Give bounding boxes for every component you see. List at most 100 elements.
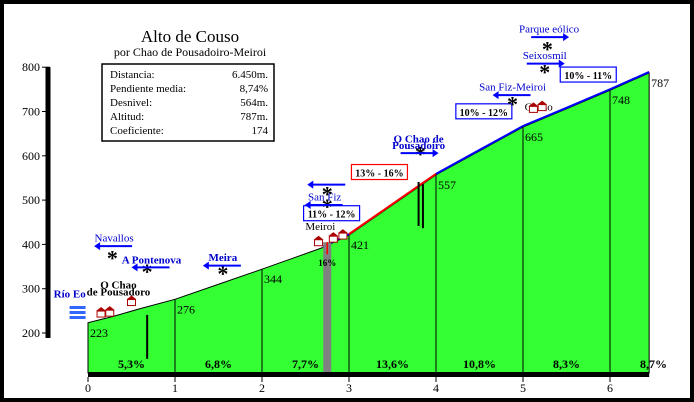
house-icon (528, 105, 538, 113)
x-tick-label: 6 (607, 381, 613, 395)
place-label: Pousadoiro (392, 140, 445, 152)
direction-arrowhead (94, 242, 101, 251)
asterisk-marker: * (322, 194, 333, 219)
x-axis-bar (88, 372, 650, 377)
route-line-steep (348, 173, 437, 235)
max-grade-label: 16% (318, 258, 336, 268)
stats-value: 787m. (240, 111, 268, 123)
house-icon-roof (313, 235, 324, 240)
house-icon (338, 232, 348, 240)
stats-label: Pendiente media: (110, 83, 186, 95)
km-elevation-label: 557 (438, 178, 456, 192)
house-icon-roof (328, 232, 339, 237)
segment-grade-label: 10,8% (463, 357, 496, 371)
house-icon (314, 239, 324, 247)
km-elevation-label: 421 (351, 238, 369, 252)
place-label: Parque eólico (519, 24, 580, 36)
asterisk-marker: * (507, 92, 518, 117)
place-label: O Chao de (394, 134, 444, 146)
segment-grade-label: 7,7% (292, 357, 319, 371)
grade-box (559, 66, 617, 83)
direction-arrowhead (492, 91, 499, 100)
house-icon-roof (537, 100, 548, 105)
place-label: O Chao (100, 280, 137, 292)
place-label: Río Eo (54, 289, 87, 301)
x-tick-label: 3 (346, 381, 352, 395)
place-label: Meira (208, 252, 237, 264)
place-label: San Fiz-Meiroi (479, 82, 546, 94)
km-elevation-label: 223 (90, 326, 108, 340)
house-icon (127, 299, 136, 307)
y-tick-label: 300 (22, 282, 40, 296)
house-icon-roof (104, 306, 115, 311)
x-tick-label: 0 (85, 381, 91, 395)
y-tick-label: 400 (22, 237, 40, 251)
place-label: Meiroi (305, 221, 335, 233)
segment-grade-label: 13,6% (376, 357, 409, 371)
x-tick-label: 4 (433, 381, 439, 395)
chart-title: Alto de Couso (141, 27, 239, 46)
segment-grade-label: 5,3% (118, 357, 145, 371)
grade-box-label: 13% - 16% (355, 169, 403, 180)
y-tick-label: 500 (22, 193, 40, 207)
direction-arrowhead (304, 200, 311, 209)
km-elevation-label: 276 (177, 302, 195, 316)
km-elevation-label: 787 (651, 76, 669, 90)
segment-grade-label: 8,7% (640, 357, 667, 371)
direction-arrowhead (558, 59, 565, 68)
stats-box (101, 63, 275, 142)
stats-label: Desnivel: (110, 97, 152, 109)
place-label: San Fiz (308, 192, 341, 204)
house-icon (96, 310, 106, 318)
place-label: de Pousadoro (87, 286, 151, 298)
stats-label: Distancia: (110, 69, 155, 81)
house-icon-roof (337, 229, 348, 234)
stats-value: 8,74% (240, 83, 268, 95)
direction-arrowhead (202, 261, 209, 270)
house-icon (105, 309, 115, 317)
asterisk-marker: * (142, 259, 153, 284)
grade-box-label: 10% - 12% (460, 108, 508, 119)
house-icon-roof (126, 295, 137, 300)
house-icon-roof (528, 102, 539, 107)
x-tick-label: 2 (259, 381, 265, 395)
asterisk-marker: * (107, 246, 118, 271)
asterisk-marker: * (322, 181, 333, 206)
stats-value: 174 (252, 125, 269, 137)
km-elevation-label: 665 (525, 130, 543, 144)
y-tick-label: 200 (22, 326, 40, 340)
segment-grade-label: 6,8% (205, 357, 232, 371)
y-tick-label: 800 (22, 60, 40, 74)
y-tick-label: 600 (22, 149, 40, 163)
direction-arrowhead (563, 33, 570, 42)
grade-box (350, 163, 409, 181)
segment-grade-label: 8,3% (553, 357, 580, 371)
asterisk-marker: * (217, 261, 228, 286)
direction-arrowhead (307, 180, 314, 189)
house-icon (328, 235, 338, 243)
km-elevation-label: 748 (612, 93, 630, 107)
x-tick-label: 5 (520, 381, 526, 395)
stats-value: 6.450m. (232, 69, 268, 81)
house-icon-roof (96, 307, 107, 312)
asterisk-marker: * (539, 60, 550, 85)
grade-box-label: 10% - 11% (564, 71, 612, 82)
house-icon (537, 104, 547, 112)
place-label: Seixosmil (523, 50, 567, 62)
place-label: A Pontenova (122, 254, 182, 266)
stats-value: 564m. (240, 97, 268, 109)
route-line (435, 71, 650, 175)
chart-subtitle: por Chao de Pousadoiro-Meiroi (114, 45, 267, 59)
direction-arrowhead (432, 149, 439, 158)
grade-box (455, 103, 513, 120)
stats-label: Coeficiente: (110, 125, 164, 137)
km-elevation-label: 344 (264, 272, 282, 286)
direction-arrowhead (131, 263, 138, 272)
place-label: Navallos (95, 233, 134, 245)
max-grade-bar (323, 242, 332, 373)
asterisk-marker: * (542, 37, 553, 62)
x-tick-label: 1 (172, 381, 178, 395)
stats-label: Altitud: (110, 111, 144, 123)
grade-box-label: 11% - 12% (308, 210, 356, 221)
